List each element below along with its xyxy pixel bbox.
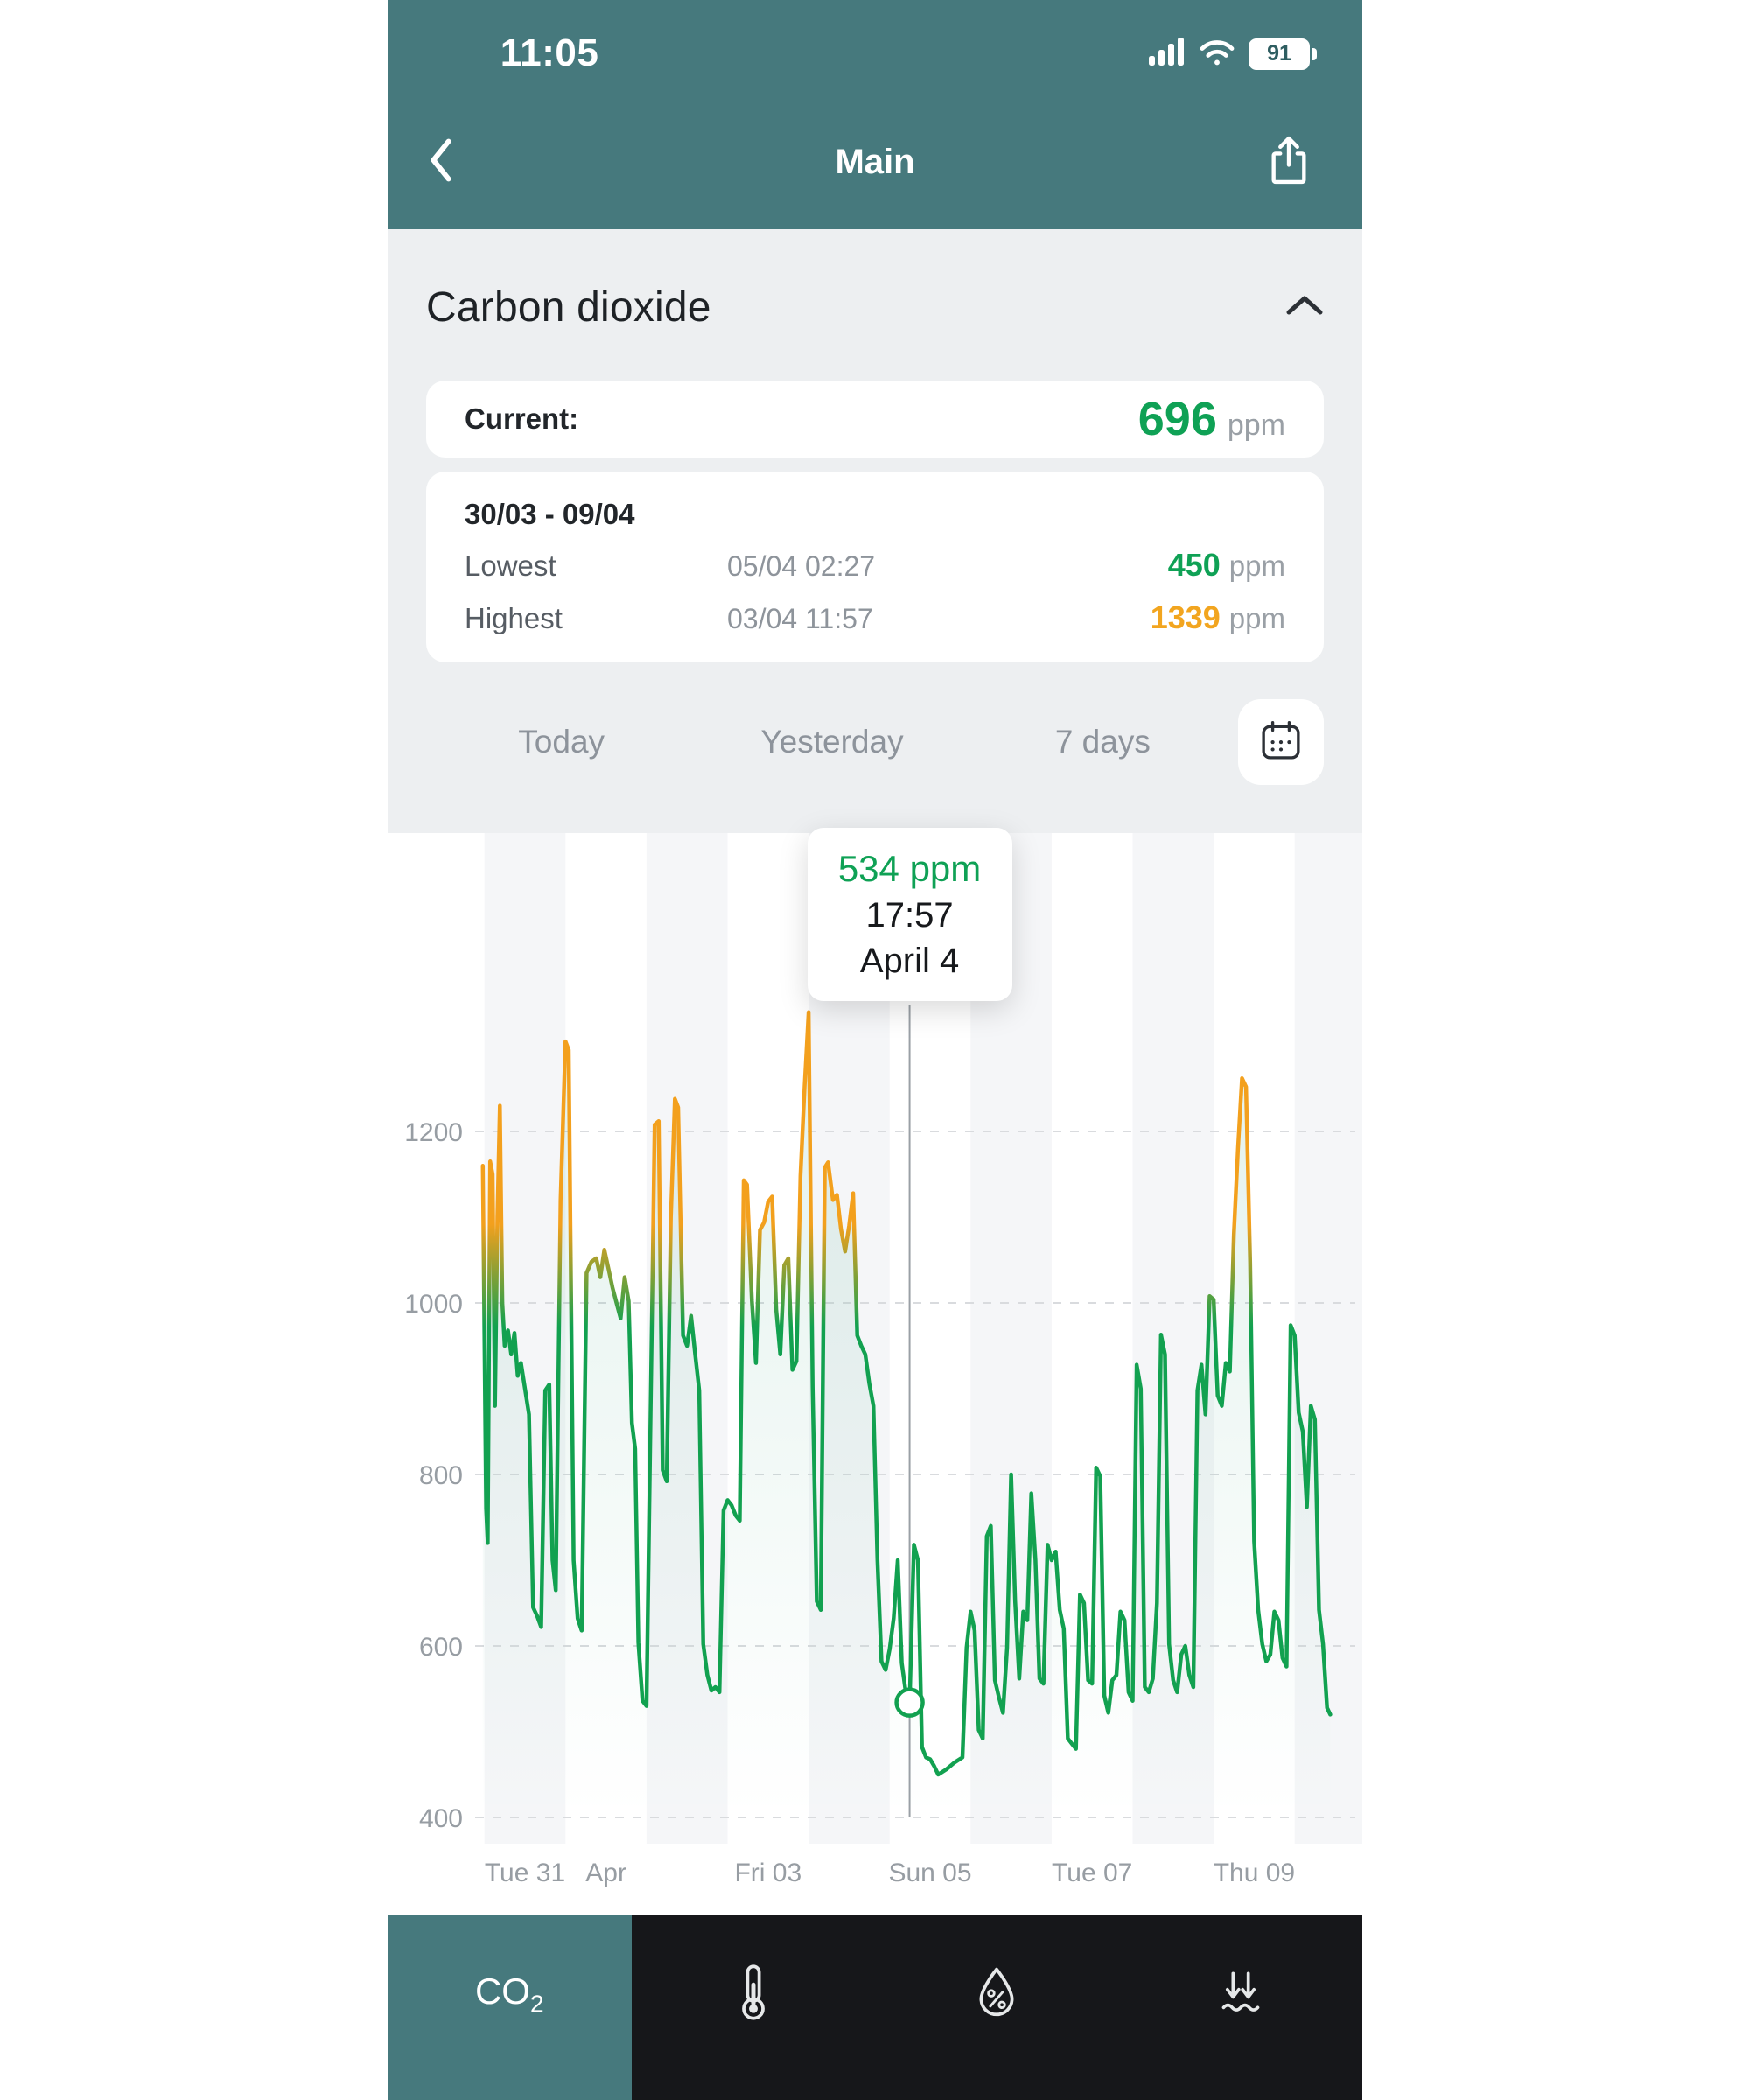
period-selector: Today Yesterday 7 days bbox=[426, 699, 1324, 785]
highest-time: 03/04 11:57 bbox=[727, 603, 873, 634]
svg-text:Sun 05: Sun 05 bbox=[888, 1858, 971, 1887]
sensor-panel: Carbon dioxide Current: 696 ppm 30/03 - … bbox=[388, 229, 1362, 833]
lowest-value: 450 bbox=[1167, 547, 1221, 583]
current-value: 696 bbox=[1138, 393, 1217, 445]
lowest-time: 05/04 02:27 bbox=[727, 550, 876, 582]
wifi-icon bbox=[1198, 37, 1236, 71]
svg-text:1000: 1000 bbox=[404, 1290, 463, 1319]
svg-text:Tue 31: Tue 31 bbox=[485, 1858, 565, 1887]
tooltip-value: 534 ppm bbox=[837, 848, 982, 889]
pressure-icon bbox=[1218, 1970, 1264, 2019]
app-header: 11:05 bbox=[388, 0, 1362, 229]
svg-text:800: 800 bbox=[419, 1461, 463, 1490]
back-button[interactable] bbox=[410, 127, 472, 197]
page-title: Main bbox=[835, 142, 915, 181]
chart-section: 534 ppm 17:57 April 4 bbox=[388, 828, 1362, 1915]
humidity-icon bbox=[977, 1967, 1016, 2022]
range-title: 30/03 - 09/04 bbox=[465, 498, 635, 530]
co2-tab-label: CO2 bbox=[474, 1970, 544, 2018]
lowest-row: Lowest 05/04 02:27 450 ppm bbox=[465, 547, 1285, 584]
svg-text:Fri 03: Fri 03 bbox=[734, 1858, 802, 1887]
highest-row: Highest 03/04 11:57 1339 ppm bbox=[465, 599, 1285, 636]
tab-temperature[interactable] bbox=[632, 1915, 876, 2100]
svg-text:Apr: Apr bbox=[585, 1858, 626, 1887]
share-icon bbox=[1266, 134, 1312, 191]
bottom-tab-bar: CO2 bbox=[388, 1915, 1362, 2100]
collapse-button[interactable] bbox=[1268, 289, 1324, 327]
range-stats-card: 30/03 - 09/04 Lowest 05/04 02:27 450 ppm… bbox=[426, 472, 1324, 662]
period-tab-7days[interactable]: 7 days bbox=[1054, 724, 1151, 760]
highest-value: 1339 bbox=[1150, 599, 1221, 635]
current-label: Current: bbox=[465, 402, 579, 435]
tab-humidity[interactable] bbox=[875, 1915, 1119, 2100]
period-tab-yesterday[interactable]: Yesterday bbox=[760, 724, 904, 760]
period-tab-today[interactable]: Today bbox=[518, 724, 606, 760]
tooltip-date: April 4 bbox=[859, 942, 960, 980]
phone-screen: 11:05 bbox=[388, 0, 1362, 2100]
cellular-signal-icon bbox=[1149, 37, 1186, 71]
thermometer-icon bbox=[738, 1964, 769, 2026]
co2-chart[interactable]: 400 600 800 1000 1200 Tue 31 Apr Fri 03 Sun 05 Tu… bbox=[388, 833, 1362, 1915]
sensor-title: Carbon dioxide bbox=[426, 284, 711, 331]
current-unit: ppm bbox=[1227, 409, 1285, 442]
calendar-icon bbox=[1261, 720, 1301, 765]
current-reading-card: Current: 696 ppm bbox=[426, 381, 1324, 458]
svg-text:Thu 09: Thu 09 bbox=[1214, 1858, 1295, 1887]
chevron-left-icon bbox=[428, 137, 454, 187]
lowest-unit: ppm bbox=[1228, 550, 1285, 582]
highest-label: Highest bbox=[465, 602, 563, 634]
tooltip-time: 17:57 bbox=[865, 896, 954, 934]
lowest-label: Lowest bbox=[465, 550, 556, 582]
highest-unit: ppm bbox=[1228, 602, 1285, 634]
chart-tooltip: 534 ppm 17:57 April 4 bbox=[807, 828, 1012, 1001]
calendar-button[interactable] bbox=[1238, 699, 1324, 785]
svg-text:1200: 1200 bbox=[404, 1118, 463, 1147]
svg-text:600: 600 bbox=[419, 1633, 463, 1662]
status-bar: 11:05 bbox=[388, 32, 1362, 80]
chevron-up-icon bbox=[1285, 294, 1324, 321]
tab-pressure[interactable] bbox=[1119, 1915, 1363, 2100]
battery-icon: 91 bbox=[1249, 38, 1317, 70]
nav-bar: Main bbox=[388, 114, 1362, 210]
tab-co2[interactable]: CO2 bbox=[388, 1915, 632, 2100]
svg-text:Tue 07: Tue 07 bbox=[1052, 1858, 1132, 1887]
share-button[interactable] bbox=[1256, 125, 1322, 199]
status-time: 11:05 bbox=[500, 32, 599, 74]
svg-text:400: 400 bbox=[419, 1804, 463, 1833]
